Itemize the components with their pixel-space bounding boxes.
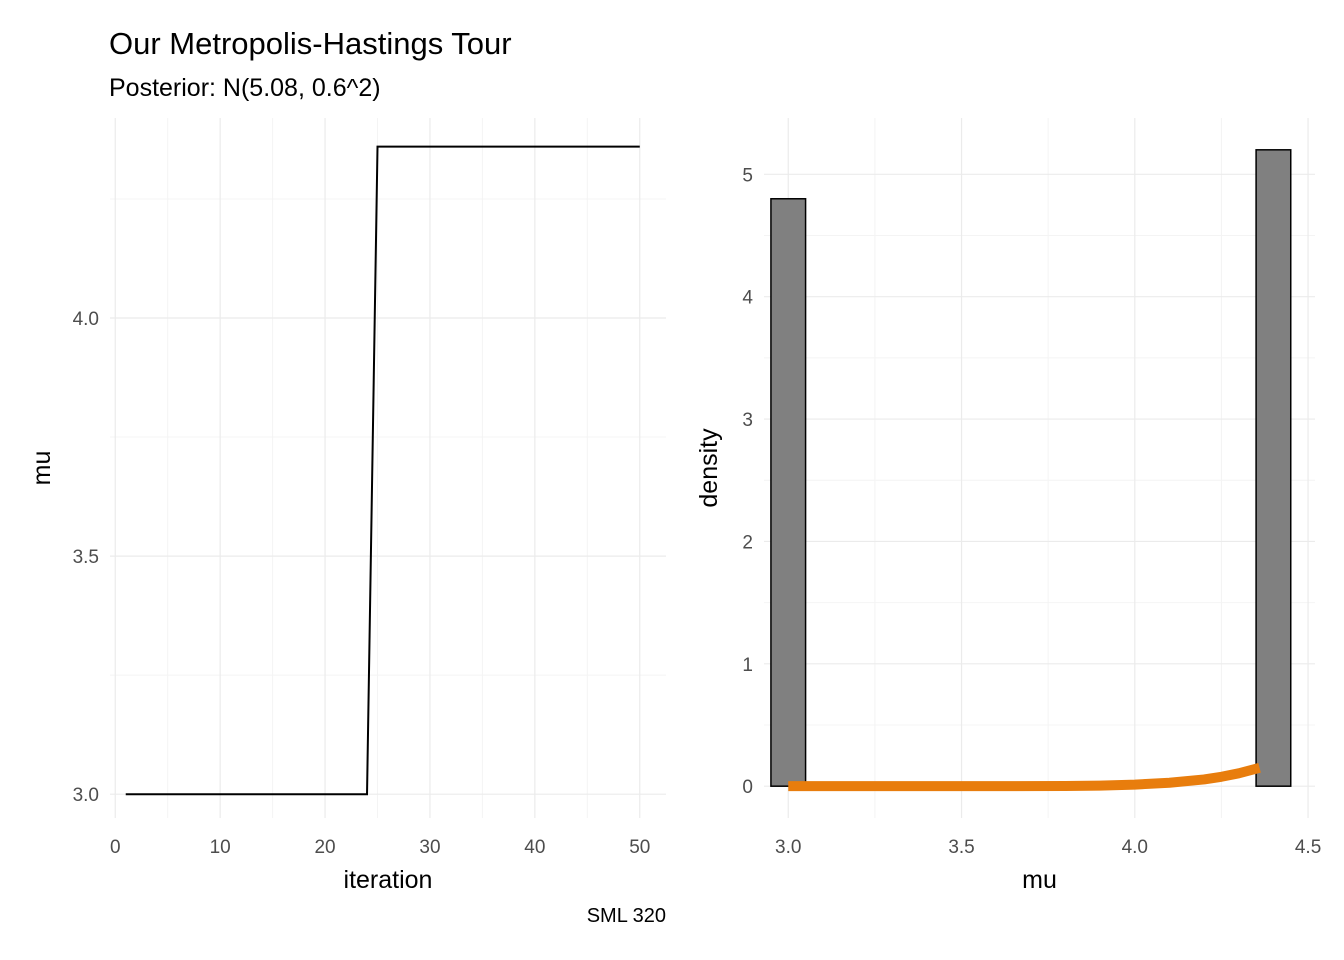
p1-x-tick-label: 50: [629, 837, 650, 858]
p1-x-tick-label: 10: [210, 837, 231, 858]
p2-y-tick-label: 1: [742, 655, 753, 676]
trace-plot-y-axis-title: mu: [28, 451, 56, 486]
trace-plot-ticks: 0 10 20 30 40 50 3.0 3.5 4.0: [73, 309, 651, 858]
p2-x-tick-label: 4.0: [1122, 837, 1148, 858]
p1-y-tick-label: 4.0: [73, 309, 99, 330]
histogram-bar: [1255, 149, 1292, 787]
p2-y-tick-label: 3: [742, 410, 753, 431]
chart-title: Our Metropolis-Hastings Tour: [109, 26, 512, 61]
chart-subtitle: Posterior: N(5.08, 0.6^2): [109, 74, 381, 102]
p1-x-tick-label: 40: [524, 837, 545, 858]
p1-x-tick-label: 30: [419, 837, 440, 858]
histogram-marks: [770, 149, 1292, 792]
p2-x-tick-label: 4.5: [1295, 837, 1321, 858]
histogram-y-axis-title: density: [695, 428, 723, 508]
histogram-bar: [770, 198, 807, 787]
p2-y-tick-label: 0: [742, 777, 753, 798]
trace-plot-grid: [110, 118, 666, 818]
histogram-x-axis-title: mu: [1022, 866, 1057, 894]
histogram-panel: 3.0 3.5 4.0 4.5 0 1 2 3 4 5 mu density: [695, 118, 1321, 894]
p2-x-tick-label: 3.5: [948, 837, 974, 858]
p1-x-tick-label: 0: [110, 837, 121, 858]
p2-y-tick-label: 2: [742, 532, 753, 553]
p1-y-tick-label: 3.5: [73, 547, 99, 568]
p2-y-tick-label: 5: [742, 165, 753, 186]
p1-y-tick-label: 3.0: [73, 785, 99, 806]
plot-caption: SML 320: [586, 905, 666, 927]
histogram-ticks: 3.0 3.5 4.0 4.5 0 1 2 3 4 5: [742, 165, 1321, 858]
p2-y-tick-label: 4: [742, 288, 753, 309]
p2-x-tick-label: 3.0: [775, 837, 801, 858]
p1-x-tick-label: 20: [314, 837, 335, 858]
posterior-density-curve: [788, 762, 1261, 792]
trace-line: [125, 145, 640, 796]
trace-plot-panel: 0 10 20 30 40 50 3.0 3.5 4.0 iteration mu: [28, 118, 666, 894]
histogram-grid: [764, 118, 1315, 818]
trace-plot-x-axis-title: iteration: [344, 866, 433, 894]
trace-plot-marks: [125, 145, 640, 796]
